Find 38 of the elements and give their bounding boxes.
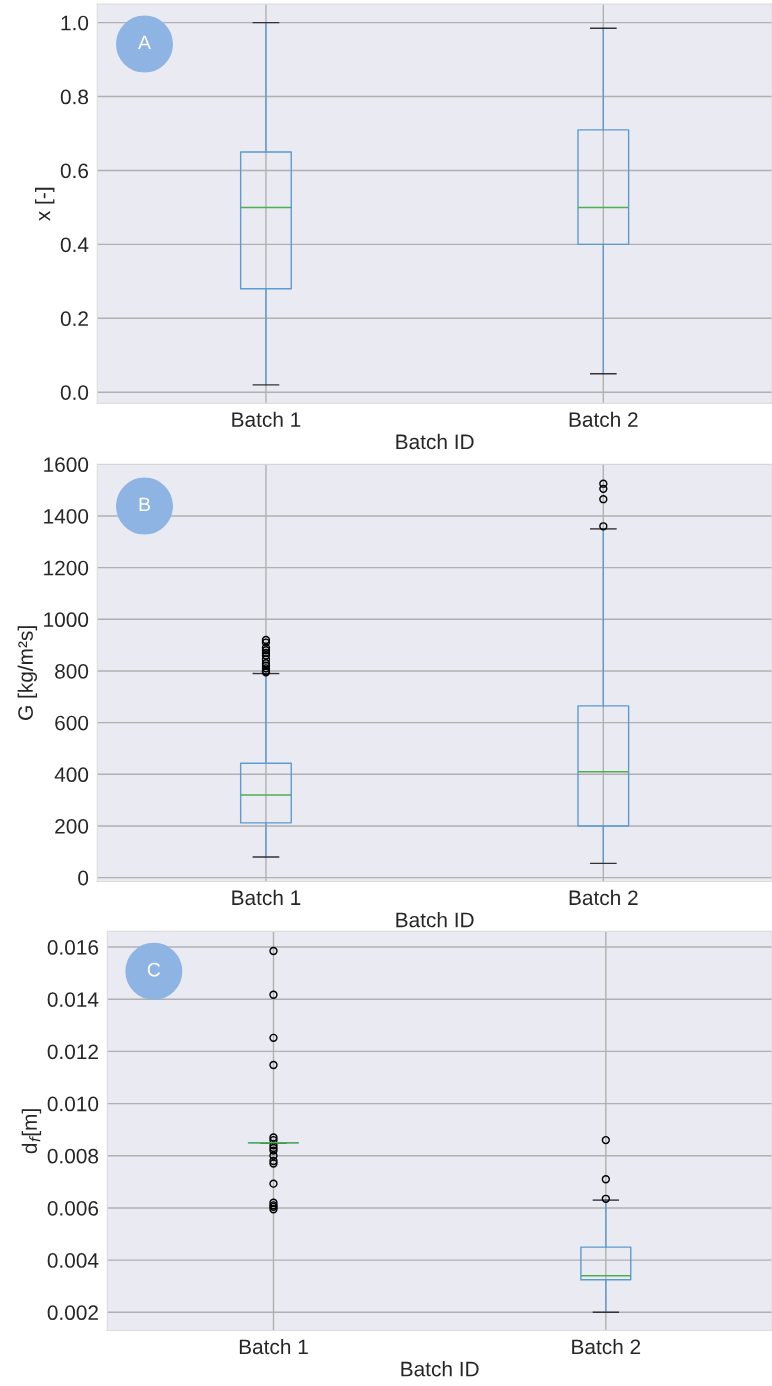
y-tick-label: 0.010 — [47, 1096, 99, 1112]
y-tick-label: 1200 — [44, 560, 89, 576]
y-tick-label: 0.012 — [47, 1044, 98, 1060]
y-tick-label: 0.4 — [60, 237, 89, 253]
annotation: A — [138, 35, 151, 50]
x-tick-label: Batch 2 — [569, 411, 638, 427]
y-tick-label: 0.2 — [60, 311, 88, 327]
y-axis-title: x [-] — [35, 187, 55, 221]
y-tick-label: 0.006 — [47, 1200, 99, 1216]
y-tick-label: 1000 — [44, 612, 89, 628]
x-axis-title: Batch ID — [401, 1361, 479, 1377]
y-tick-label: 200 — [55, 818, 89, 834]
y-tick-label: 800 — [55, 663, 89, 679]
x-axis-title: Batch ID — [396, 912, 474, 928]
y-tick-label: 600 — [55, 715, 89, 731]
y-tick-label: 0.004 — [47, 1253, 99, 1268]
x-tick-label: Batch 1 — [232, 411, 301, 427]
x-axis-title: Batch ID — [396, 433, 474, 450]
y-tick-label: 0.008 — [47, 1148, 99, 1164]
y-tick-label: 0.8 — [60, 89, 89, 105]
x-tick-label: Batch 1 — [232, 889, 301, 906]
y-tick-label: 0.6 — [60, 163, 89, 179]
x-tick-label: Batch 2 — [569, 889, 638, 906]
x-tick-label: Batch 1 — [239, 1338, 308, 1355]
y-tick-label: 1400 — [44, 508, 89, 524]
y-tick-label: 0.0 — [60, 385, 89, 400]
y-axis-title: G [kg/m²s] — [17, 626, 38, 720]
y-tick-label: 1600 — [44, 457, 89, 473]
y-tick-label: 0.014 — [47, 992, 99, 1007]
x-tick-label: Batch 2 — [572, 1338, 641, 1355]
y-tick-label: 0 — [78, 870, 89, 886]
y-tick-label: 0.016 — [47, 940, 99, 955]
y-tick-label: 1.0 — [61, 15, 89, 31]
annotation: B — [139, 497, 150, 512]
annotation: C — [147, 962, 161, 977]
y-axis-title: d$_{f}$[m] — [21, 1109, 42, 1154]
y-tick-label: 0.002 — [47, 1305, 98, 1321]
y-tick-label: 400 — [54, 767, 89, 783]
